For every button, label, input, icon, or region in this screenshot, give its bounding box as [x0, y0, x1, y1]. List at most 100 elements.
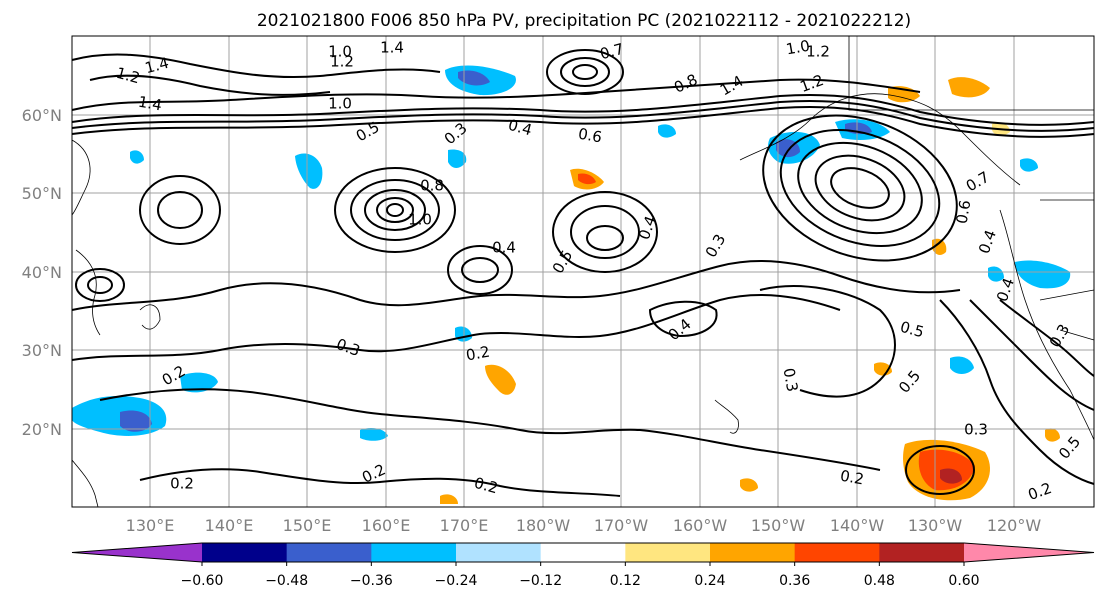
colorbar-tick-label: −0.24	[435, 573, 478, 589]
precip-blob	[658, 124, 676, 138]
pv-contour	[376, 197, 414, 223]
colorbar-segment	[371, 543, 457, 562]
pv-contour	[139, 175, 221, 245]
pv-contour	[999, 299, 1095, 377]
lon-tick-label: 180°W	[516, 516, 571, 535]
contour-label: 0.8	[420, 177, 444, 195]
lon-tick-label: 150°W	[751, 516, 806, 535]
pv-contour	[71, 260, 961, 311]
coastline	[71, 459, 99, 508]
precip-blob	[988, 266, 1004, 282]
pv-contour	[89, 74, 331, 96]
lon-tick-label: 160°E	[362, 516, 411, 535]
contour-label: 1.0	[408, 211, 432, 229]
pv-contour	[71, 93, 1095, 126]
lon-tick-label: 130°W	[908, 516, 963, 535]
colorbar: −0.60 −0.48 −0.36 −0.24 −0.12 0.12 0.24 0.36 0.4…	[71, 542, 1095, 589]
contour-label: 0.2	[465, 343, 492, 365]
pv-contours	[71, 49, 1095, 497]
colorbar-tick-label: 0.36	[779, 573, 810, 589]
contour-label: 1.2	[806, 43, 830, 61]
pv-contour	[71, 105, 1095, 138]
lon-tick-label: 170°W	[594, 516, 649, 535]
coastline	[739, 93, 1021, 186]
contour-label: 0.3	[780, 367, 802, 394]
pv-contour	[586, 225, 624, 251]
colorbar-segment	[202, 543, 288, 562]
colorbar-tick-label: 0.12	[610, 573, 641, 589]
pv-contour	[71, 53, 441, 79]
precip-blob	[1020, 158, 1038, 172]
precip-blob	[1015, 260, 1071, 289]
pv-contour	[71, 99, 1095, 132]
contour-label: 1.0	[785, 37, 812, 59]
colorbar-segment	[879, 543, 965, 562]
pv-contour	[447, 245, 513, 295]
precip-blob	[485, 364, 516, 395]
pv-contour	[386, 203, 404, 217]
lon-tick-label: 150°E	[283, 516, 332, 535]
pv-contour	[75, 268, 125, 302]
contour-label: 1.2	[114, 64, 142, 88]
precip-blob	[578, 173, 596, 185]
pv-contour	[139, 468, 621, 497]
lat-axis: 60°N 50°N 40°N 30°N 20°N	[22, 106, 62, 439]
precip-blob	[120, 410, 152, 432]
border	[1059, 329, 1095, 341]
pv-contour	[830, 167, 890, 209]
colorbar-tick-label: 0.48	[864, 573, 895, 589]
colorbar-tick-label: 0.24	[694, 573, 725, 589]
colorbar-extend-min	[72, 543, 202, 562]
contour-label: 0.5	[898, 318, 926, 342]
lat-tick-label: 20°N	[22, 420, 62, 439]
pv-contour	[99, 388, 881, 471]
lat-tick-label: 30°N	[22, 341, 62, 360]
colorbar-tick-label: 0.60	[948, 573, 979, 589]
pv-contour	[552, 191, 658, 273]
colorbar-segment	[540, 543, 626, 562]
contour-label: 1.0	[328, 43, 352, 61]
chart-title: 2021021800 F006 850 hPa PV, precipitatio…	[257, 11, 911, 31]
colorbar-extend-max	[964, 543, 1094, 562]
coastline	[714, 399, 739, 434]
lon-tick-label: 130°E	[126, 516, 175, 535]
pv-contour	[364, 189, 426, 231]
map-panel: 1.41.21.01.21.41.41.00.7 1.01.20.8 1.4 1.20…	[71, 35, 1095, 508]
precip-blob	[740, 478, 758, 492]
contour-label: 0.3	[964, 421, 988, 439]
pv-contour	[87, 276, 113, 294]
coastline	[71, 139, 91, 216]
map-frame	[71, 35, 1095, 508]
contour-label: 1.4	[143, 54, 171, 78]
lon-tick-label: 140°E	[205, 516, 254, 535]
border	[848, 36, 1094, 111]
lon-tick-label: 140°W	[830, 516, 885, 535]
precip-blob	[932, 238, 947, 255]
lon-tick-label: 120°W	[987, 516, 1042, 535]
lat-tick-label: 40°N	[22, 263, 62, 282]
pv-contour	[71, 78, 921, 111]
colorbar-segment	[456, 543, 542, 562]
pv-contour	[779, 129, 941, 247]
colorbar-segment	[710, 543, 796, 562]
contour-label: 0.7	[598, 40, 626, 64]
precip-blob	[440, 494, 458, 504]
lon-axis: 130°E 140°E 150°E 160°E 170°E 180°W 170°…	[126, 516, 1042, 535]
precip-blob	[950, 356, 974, 374]
colorbar-tick-label: −0.48	[265, 573, 308, 589]
pv-contour	[939, 299, 1095, 485]
pv-contour	[546, 49, 624, 95]
contour-label: 1.0	[328, 95, 352, 113]
colorbar-segment	[625, 543, 711, 562]
pv-contour	[759, 285, 896, 398]
pv-contour	[648, 300, 718, 338]
colorbar-tick-label: −0.36	[350, 573, 393, 589]
contour-label: 1.4	[137, 93, 164, 115]
pv-contour	[350, 179, 440, 241]
precip-blob	[948, 77, 990, 98]
precip-blob	[130, 150, 144, 164]
pv-contour	[905, 445, 975, 495]
contour-label: 0.2	[472, 474, 500, 498]
coastline	[999, 209, 1095, 441]
contour-label: 1.2	[330, 53, 354, 71]
